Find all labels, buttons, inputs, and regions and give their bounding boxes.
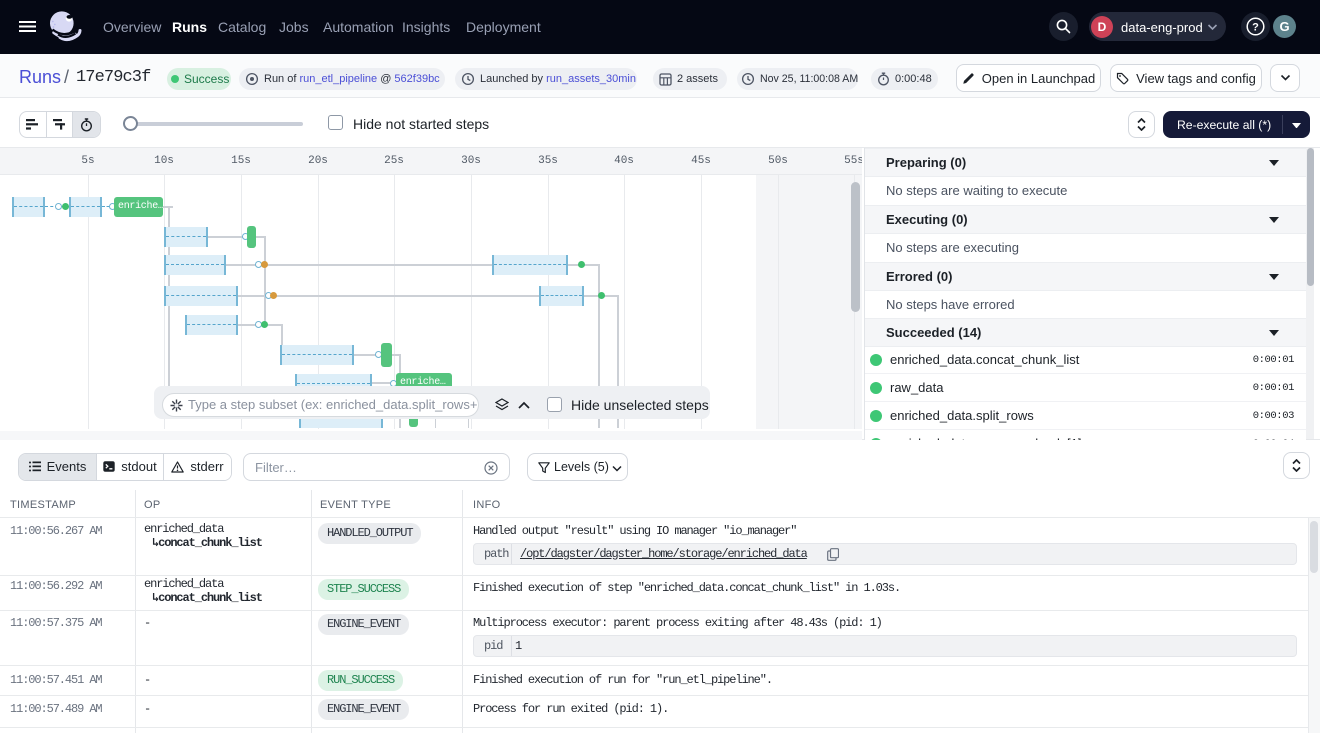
svg-text:?: ? <box>1252 22 1259 34</box>
